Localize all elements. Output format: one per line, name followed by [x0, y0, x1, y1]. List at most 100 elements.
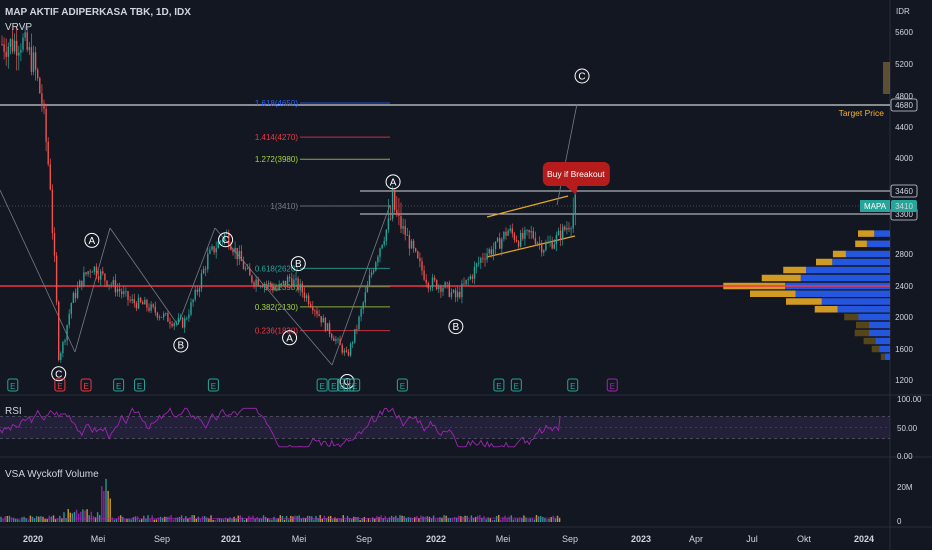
fib-level-label: 1.272(3980) — [255, 155, 298, 164]
vp-bar-up — [858, 313, 890, 321]
x-tick-label: 2024 — [854, 534, 874, 544]
volume-bar — [369, 519, 372, 522]
vp-bar-down — [858, 230, 875, 237]
candle-body — [251, 275, 253, 283]
volume-bar — [187, 518, 189, 522]
volume-bar — [460, 516, 462, 522]
candle-body — [295, 278, 297, 280]
wave-label-circle — [448, 319, 464, 335]
y-tick-label: 4000 — [895, 154, 913, 163]
candle-body — [274, 288, 276, 291]
volume-bar — [67, 509, 69, 522]
volume-bar — [535, 515, 538, 522]
x-tick-label: Sep — [356, 534, 372, 544]
vp-bar-down — [814, 306, 838, 313]
volume-bar — [290, 515, 292, 522]
volume-bar — [285, 515, 288, 522]
y-tick-label: 5200 — [895, 60, 913, 69]
vrvp-indicator-label[interactable]: VRVP — [5, 22, 33, 33]
vp-bar-down — [856, 321, 869, 329]
candle-body — [39, 77, 41, 94]
volume-bar — [250, 517, 252, 522]
vp-bar-up — [875, 337, 890, 345]
volume-bar — [393, 516, 395, 522]
candle-body — [261, 286, 264, 288]
x-tick-label: 2023 — [631, 534, 651, 544]
channel-upper — [486, 195, 569, 218]
candle-body — [310, 304, 312, 307]
earnings-marker — [493, 378, 505, 392]
candle-body — [501, 239, 503, 249]
candle-body — [104, 273, 106, 281]
fib-level-label: 1(3410) — [270, 202, 298, 211]
volume-bar — [86, 509, 88, 522]
volume-bar — [292, 516, 294, 522]
volume-bar — [550, 516, 552, 522]
volume-bar — [33, 518, 36, 522]
candle-body — [257, 279, 259, 287]
candle-body — [278, 284, 280, 290]
volume-bar — [546, 519, 548, 522]
volume-bar — [201, 516, 204, 522]
wave-label: A — [89, 236, 96, 247]
y-tick-label: 4400 — [895, 123, 913, 132]
vp-bar-up — [821, 298, 890, 305]
rsi-indicator-label[interactable]: RSI — [5, 406, 22, 417]
candle-body — [32, 52, 35, 72]
symbol-tag: MAPA — [864, 202, 887, 211]
earnings-marker-letter: E — [352, 382, 357, 391]
volume-bar — [162, 517, 164, 522]
candle-body — [3, 44, 5, 52]
volume-bar — [10, 517, 13, 522]
volume-bar — [12, 517, 15, 522]
candle-body — [129, 299, 131, 301]
volume-bar — [82, 509, 84, 522]
breakout-callout-pointer — [565, 186, 578, 195]
volume-bar — [330, 516, 332, 522]
candle-body — [391, 189, 394, 219]
candle-body — [551, 241, 553, 249]
projection-line — [556, 103, 578, 206]
volume-bar — [109, 498, 111, 522]
symbol-title[interactable]: MAP AKTIF ADIPERKASA TBK, 1D, IDX — [5, 7, 191, 18]
volume-bar — [157, 517, 160, 522]
volume-bar — [84, 510, 86, 522]
volume-bar — [168, 516, 170, 522]
volume-bar — [493, 519, 496, 522]
volume-bar — [414, 517, 416, 522]
candle-body — [255, 279, 257, 286]
candle-body — [230, 246, 232, 250]
volume-bar — [470, 515, 473, 522]
volume-bar — [348, 517, 351, 522]
volume-bar — [195, 518, 197, 522]
candle-body — [234, 247, 236, 253]
candle-body — [240, 250, 243, 262]
candle-body — [123, 291, 125, 295]
volume-bar — [254, 518, 256, 522]
candle-body — [402, 226, 404, 229]
candle-body — [553, 244, 555, 249]
breakout-callout-text: Buy if Breakout — [547, 169, 605, 179]
volume-bar — [382, 518, 384, 522]
candle-body — [383, 240, 385, 245]
volume-bar — [185, 516, 187, 522]
candle-body — [305, 295, 308, 299]
y-tick-label: 5600 — [895, 28, 913, 37]
candle-body — [431, 277, 434, 288]
volume-bar — [458, 515, 460, 522]
earnings-marker-letter: E — [319, 382, 324, 391]
earnings-marker-letter: E — [116, 382, 121, 391]
candle-body — [72, 292, 75, 303]
drawings[interactable] — [0, 103, 578, 366]
candle-body — [543, 250, 545, 253]
volume-bar — [514, 518, 517, 522]
candle-body — [160, 316, 163, 318]
volume-bar — [359, 519, 361, 522]
volume-bar — [44, 518, 46, 522]
candle-body — [102, 271, 104, 274]
volume-bar — [367, 517, 370, 522]
earnings-marker — [54, 378, 66, 392]
candle-body — [326, 323, 329, 331]
volume-indicator-label[interactable]: VSA Wyckoff Volume — [5, 469, 99, 480]
